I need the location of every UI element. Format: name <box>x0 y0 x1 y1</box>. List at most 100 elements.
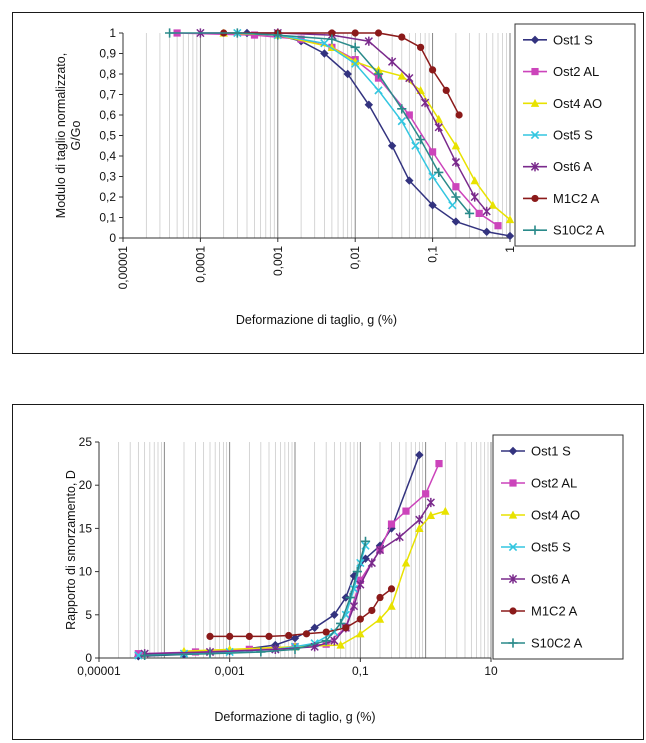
modulus-data-point-m1c2-a <box>328 29 336 37</box>
damping-y-tick-label: 20 <box>79 478 93 492</box>
damping-y-tick-label: 15 <box>79 521 93 535</box>
modulus-data-point-ost2-al <box>452 183 460 191</box>
damping-y-tick-label: 0 <box>85 651 92 665</box>
damping-legend-marker-m1c2-a <box>509 607 517 615</box>
damping-data-point-m1c2-a <box>265 632 273 640</box>
modulus-legend-label-ost2-al: Ost2 AL <box>553 64 599 79</box>
modulus-data-point-m1c2-a <box>374 29 383 37</box>
modulus-data-point-ost5-s <box>411 141 420 150</box>
modulus-y-tick-label: 0,3 <box>99 170 116 184</box>
modulus-data-point-ost6-a <box>470 192 479 202</box>
modulus-data-point-ost6-a <box>387 57 397 67</box>
damping-legend-label-ost1-s: Ost1 S <box>531 444 571 459</box>
modulus-data-point-ost4-ao <box>434 114 443 123</box>
modulus-data-point-ost2-al <box>494 222 502 230</box>
damping-data-point-s10c2-a <box>290 644 300 654</box>
damping-data-point-ost6-a <box>375 545 385 555</box>
damping-legend-label-m1c2-a: M1C2 A <box>531 604 578 619</box>
modulus-series-s10c2-a <box>164 28 475 218</box>
chart-panel-modulus: 0 0,1 0,2 0,3 0,4 0,5 0,6 0,7 0,8 0,9 1 0,00001 0,00… <box>12 12 644 354</box>
modulus-data-point-ost4-ao <box>470 176 479 185</box>
modulus-data-point-ost5-s <box>448 201 457 210</box>
modulus-y-axis-title: Modulo di taglio normalizzato,G/Go <box>54 53 83 218</box>
damping-legend-marker-ost4-ao <box>508 510 518 519</box>
damping-data-point-m1c2-a <box>342 624 350 632</box>
modulus-plot-area <box>123 33 510 238</box>
modulus-data-point-ost6-a <box>434 122 443 132</box>
modulus-legend-label-ost6-a: Ost6 A <box>553 159 592 174</box>
modulus-data-point-ost6-a <box>364 36 373 46</box>
damping-chart: 0 5 10 15 20 25 0,00001 0,001 0,1 10 Deformazione … <box>64 434 624 724</box>
modulus-data-point-ost4-ao <box>505 215 515 224</box>
modulus-legend-marker-ost5-s <box>530 130 540 140</box>
modulus-data-point-s10c2-a <box>373 69 384 79</box>
modulus-y-tick-label: 1 <box>109 26 116 40</box>
damping-y-axis-title: Rapporto di smorzamento, D <box>64 470 78 630</box>
modulus-legend-label-m1c2-a: M1C2 A <box>553 191 600 206</box>
modulus-data-point-m1c2-a <box>442 86 450 94</box>
modulus-data-point-ost6-a <box>420 98 430 108</box>
damping-y-tick-label: 10 <box>79 565 93 579</box>
modulus-data-point-ost6-a <box>405 73 414 83</box>
modulus-y-tick-label: 0,6 <box>99 108 116 122</box>
damping-data-point-ost2-al <box>435 460 443 468</box>
modulus-data-point-ost5-s <box>428 172 437 181</box>
damping-legend-label-ost4-ao: Ost4 AO <box>531 508 580 523</box>
damping-data-point-ost5-s <box>134 651 143 660</box>
modulus-data-point-ost4-ao <box>488 200 498 209</box>
modulus-data-point-ost2-al <box>250 31 259 39</box>
modulus-data-point-ost1-s <box>405 176 414 185</box>
damping-data-point-s10c2-a <box>256 647 266 657</box>
modulus-data-point-ost4-ao <box>451 141 461 150</box>
modulus-data-point-ost1-s <box>364 100 374 109</box>
damping-series-s10c2-a <box>140 536 371 661</box>
damping-data-point-m1c2-a <box>245 632 253 640</box>
modulus-y-tick-label: 0,2 <box>99 190 116 204</box>
modulus-x-tick-label: 1 <box>503 246 517 253</box>
damping-legend: Ost1 S Ost2 AL Ost4 AO Ost5 S Ost6 A M1C2 A S1… <box>492 434 624 660</box>
modulus-legend-marker-ost4-ao <box>530 98 540 107</box>
modulus-data-point-m1c2-a <box>351 29 359 37</box>
modulus-legend-marker-s10c2-a <box>530 225 540 235</box>
modulus-x-tick-label: 0,00001 <box>116 246 130 290</box>
modulus-data-point-s10c2-a <box>232 28 242 38</box>
damping-data-point-m1c2-a <box>302 630 311 638</box>
damping-data-point-ost4-ao <box>375 614 385 623</box>
modulus-data-point-s10c2-a <box>164 28 175 38</box>
damping-data-point-ost2-al <box>422 490 430 498</box>
modulus-data-point-ost5-s <box>320 39 329 48</box>
damping-data-point-m1c2-a <box>206 632 214 640</box>
damping-data-point-m1c2-a <box>322 628 330 636</box>
modulus-data-point-m1c2-a <box>398 33 406 41</box>
damping-data-point-s10c2-a <box>336 618 346 629</box>
damping-data-point-ost4-ao <box>441 506 450 515</box>
modulus-data-point-m1c2-a <box>429 66 437 74</box>
damping-legend-label-ost5-s: Ost5 S <box>531 540 571 555</box>
modulus-y-tick-label: 0,9 <box>99 47 116 61</box>
damping-data-point-ost4-ao <box>356 629 365 638</box>
modulus-x-axis-title: Deformazione di taglio, g (%) <box>236 313 397 327</box>
modulus-y-tick-label: 0,1 <box>99 211 116 225</box>
modulus-y-tick-label: 0,8 <box>99 67 116 81</box>
damping-data-point-ost6-a <box>367 558 376 568</box>
modulus-chart: 0 0,1 0,2 0,3 0,4 0,5 0,6 0,7 0,8 0,9 1 0,00001 0,00… <box>54 23 636 327</box>
modulus-legend-label-ost5-s: Ost5 S <box>553 128 593 143</box>
damping-series-ost6-a <box>140 497 435 659</box>
damping-data-point-ost2-al <box>134 650 142 658</box>
damping-y-tick-label: 25 <box>79 435 93 449</box>
damping-data-point-s10c2-a <box>205 649 215 659</box>
damping-legend-label-ost2-al: Ost2 AL <box>531 476 577 491</box>
damping-data-point-s10c2-a <box>140 650 150 661</box>
damping-data-point-ost6-a <box>395 532 404 542</box>
modulus-data-point-ost5-s <box>351 59 360 68</box>
modulus-data-point-ost1-s <box>482 227 491 237</box>
damping-legend-label-ost6-a: Ost6 A <box>531 572 570 587</box>
modulus-data-point-m1c2-a <box>417 43 425 51</box>
modulus-series-ost5-s <box>233 28 457 210</box>
modulus-data-point-s10c2-a <box>416 135 426 145</box>
modulus-series-m1c2-a <box>220 29 463 119</box>
damping-series-m1c2-a <box>206 585 396 640</box>
damping-data-point-ost6-a <box>349 601 359 611</box>
modulus-data-point-s10c2-a <box>327 34 337 44</box>
damping-data-point-ost2-al <box>402 507 410 515</box>
